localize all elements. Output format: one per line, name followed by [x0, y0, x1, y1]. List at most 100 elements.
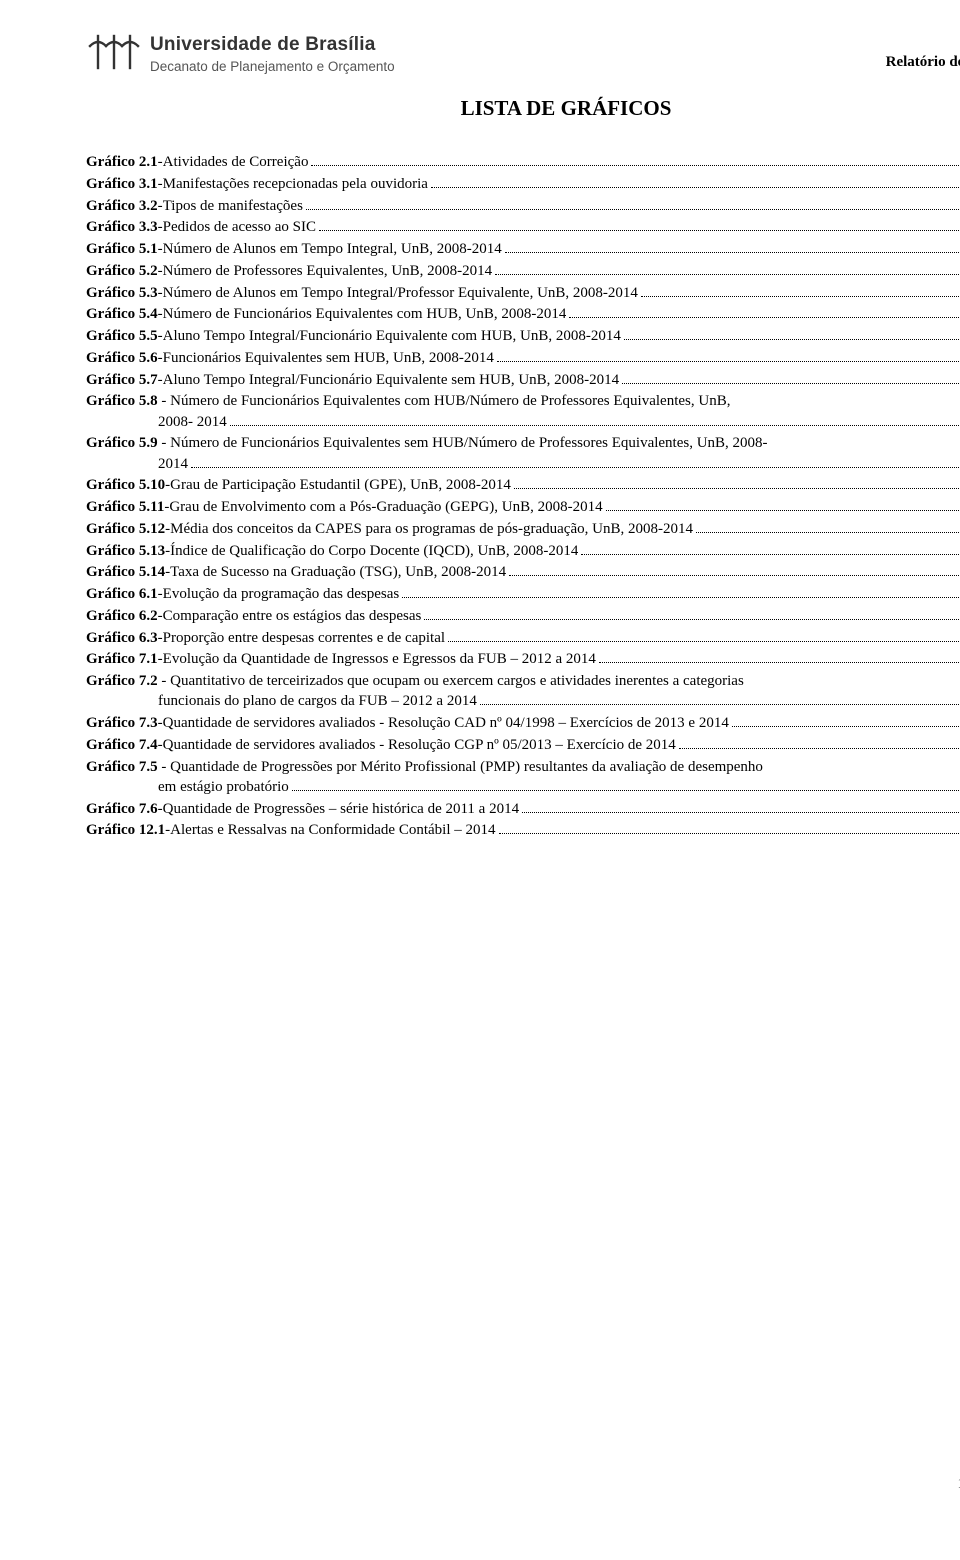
- toc-leader-dots: [732, 714, 960, 728]
- toc-entry-label: Gráfico 3.2: [86, 196, 158, 216]
- toc-entry-label: Gráfico 7.4: [86, 735, 158, 755]
- toc-entry-desc: Índice de Qualificação do Corpo Docente …: [170, 541, 578, 561]
- toc-entry-desc: Quantidade de servidores avaliados - Res…: [163, 713, 729, 733]
- toc-entry-label: Gráfico 7.1: [86, 649, 158, 669]
- toc-entry-desc: Alertas e Ressalvas na Conformidade Cont…: [170, 820, 495, 840]
- toc-entry-desc: Número de Funcionários Equivalentes com …: [163, 304, 567, 324]
- toc-entry-label: Gráfico 7.5: [86, 759, 158, 775]
- page: Universidade de Brasília Decanato de Pla…: [86, 32, 960, 1520]
- toc-leader-dots: [495, 261, 960, 275]
- toc-leader-dots: [191, 454, 960, 468]
- toc-leader-dots: [599, 650, 960, 664]
- toc-entry-label: Gráfico 5.9: [86, 435, 158, 451]
- university-logo-icon: [86, 32, 142, 72]
- toc-entry-desc: Manifestações recepcionadas pela ouvidor…: [163, 174, 428, 194]
- toc-entry-label: Gráfico 5.1: [86, 239, 158, 259]
- toc-entry-label: Gráfico 5.4: [86, 304, 158, 324]
- toc-leader-dots: [431, 174, 960, 188]
- toc-entry-desc: Grau de Participação Estudantil (GPE), U…: [170, 475, 511, 495]
- toc-entry: Gráfico 5.9 - Número de Funcionários Equ…: [86, 433, 960, 474]
- toc-entry: Gráfico 5.14 - Taxa de Sucesso na Gradua…: [86, 562, 960, 582]
- toc-entry-desc: Número de Alunos em Tempo Integral/Profe…: [163, 283, 638, 303]
- page-title: LISTA DE GRÁFICOS: [86, 94, 960, 122]
- toc-entry-desc: Número de Alunos em Tempo Integral, UnB,…: [163, 239, 502, 259]
- toc-entry-label: Gráfico 5.11: [86, 497, 164, 517]
- toc-entry-desc: Taxa de Sucesso na Graduação (TSG), UnB,…: [170, 562, 506, 582]
- toc-leader-dots: [319, 218, 960, 232]
- toc-entry-desc: Número de Professores Equivalentes, UnB,…: [163, 261, 493, 281]
- toc-entry-desc-cont: em estágio probatório: [158, 777, 289, 797]
- toc-leader-dots: [514, 476, 960, 490]
- toc-entry: Gráfico 7.1 - Evolução da Quantidade de …: [86, 649, 960, 669]
- toc-entry: Gráfico 7.5 - Quantidade de Progressões …: [86, 757, 960, 798]
- toc-entry: Gráfico 7.3 - Quantidade de servidores a…: [86, 713, 960, 733]
- toc-leader-dots: [230, 412, 960, 426]
- toc-entry-desc: Atividades de Correição: [163, 152, 309, 172]
- toc-leader-dots: [606, 498, 960, 512]
- toc-entry-desc: Quantitativo de terceirizados que ocupam…: [170, 673, 744, 689]
- toc-entry-desc: Aluno Tempo Integral/Funcionário Equival…: [163, 370, 620, 390]
- toc-entry-desc: Quantidade de Progressões por Mérito Pro…: [170, 759, 763, 775]
- toc-entry-desc: Funcionários Equivalentes sem HUB, UnB, …: [163, 348, 494, 368]
- toc-entry: Gráfico 5.3 - Número de Alunos em Tempo …: [86, 283, 960, 303]
- toc-entry: Gráfico 12.1 - Alertas e Ressalvas na Co…: [86, 820, 960, 840]
- toc-entry: Gráfico 7.6 - Quantidade de Progressões …: [86, 799, 960, 819]
- toc-entry-desc-cont: 2008- 2014: [158, 412, 227, 432]
- toc-entry: Gráfico 5.7 - Aluno Tempo Integral/Funci…: [86, 370, 960, 390]
- toc-entry-separator: -: [158, 759, 171, 775]
- toc-leader-dots: [624, 327, 960, 341]
- toc-leader-dots: [505, 240, 960, 254]
- toc-entry-desc: Número de Funcionários Equivalentes com …: [170, 393, 730, 409]
- toc-entry-desc: Aluno Tempo Integral/Funcionário Equival…: [163, 326, 621, 346]
- toc-entry-desc: Evolução da Quantidade de Ingressos e Eg…: [163, 649, 596, 669]
- toc-entry-label: Gráfico 6.2: [86, 606, 158, 626]
- toc-entry: Gráfico 3.2 - Tipos de manifestações44: [86, 196, 960, 216]
- toc-entry: Gráfico 5.13 - Índice de Qualificação do…: [86, 541, 960, 561]
- toc-leader-dots: [679, 735, 960, 749]
- toc-entry: Gráfico 5.1 - Número de Alunos em Tempo …: [86, 239, 960, 259]
- toc-entry: Gráfico 5.2 - Número de Professores Equi…: [86, 261, 960, 281]
- toc-leader-dots: [424, 606, 960, 620]
- toc-leader-dots: [292, 777, 960, 791]
- toc-entry-label: Gráfico 5.3: [86, 283, 158, 303]
- toc-entry-label: Gráfico 5.6: [86, 348, 158, 368]
- toc-entry: Gráfico 5.4 - Número de Funcionários Equ…: [86, 304, 960, 324]
- toc-entry-label: Gráfico 5.5: [86, 326, 158, 346]
- toc-entry-separator: -: [158, 393, 171, 409]
- toc-entry-label: Gráfico 5.2: [86, 261, 158, 281]
- toc-entry-separator: -: [158, 673, 171, 689]
- toc-entry-label: Gráfico 5.10: [86, 475, 165, 495]
- toc-entry: Gráfico 3.1 - Manifestações recepcionada…: [86, 174, 960, 194]
- toc-entry-desc: Pedidos de acesso ao SIC: [163, 217, 316, 237]
- toc-leader-dots: [509, 563, 960, 577]
- toc-entry: Gráfico 7.2 - Quantitativo de terceiriza…: [86, 671, 960, 712]
- toc-entry: Gráfico 6.3 - Proporção entre despesas c…: [86, 628, 960, 648]
- toc-entry-separator: -: [158, 435, 171, 451]
- toc-leader-dots: [402, 585, 960, 599]
- toc-entry-desc: Número de Funcionários Equivalentes sem …: [170, 435, 767, 451]
- toc-entry-label: Gráfico 6.1: [86, 584, 158, 604]
- toc-entry: Gráfico 7.4 - Quantidade de servidores a…: [86, 735, 960, 755]
- toc-entry-label: Gráfico 6.3: [86, 628, 158, 648]
- page-header: Universidade de Brasília Decanato de Pla…: [86, 32, 960, 76]
- toc-entry-label: Gráfico 5.13: [86, 541, 165, 561]
- toc-entry: Gráfico 2.1 - Atividades de Correição40: [86, 152, 960, 172]
- toc-leader-dots: [696, 519, 960, 533]
- toc-leader-dots: [622, 370, 960, 384]
- header-text: Universidade de Brasília Decanato de Pla…: [150, 32, 395, 76]
- toc-entry-label: Gráfico 2.1: [86, 152, 158, 172]
- toc-entry-label: Gráfico 7.6: [86, 799, 158, 819]
- toc-entry: Gráfico 5.12 - Média dos conceitos da CA…: [86, 519, 960, 539]
- toc-entry-desc-cont: 2014: [158, 454, 188, 474]
- toc-entry-label: Gráfico 5.12: [86, 519, 165, 539]
- toc-leader-dots: [641, 283, 960, 297]
- toc-leader-dots: [499, 821, 960, 835]
- report-title: Relatório de Gestão 2014: [886, 32, 960, 72]
- toc-leader-dots: [522, 799, 960, 813]
- department-name: Decanato de Planejamento e Orçamento: [150, 58, 395, 76]
- toc-entry: Gráfico 5.8 - Número de Funcionários Equ…: [86, 391, 960, 432]
- toc-leader-dots: [497, 348, 960, 362]
- toc-entry-desc: Tipos de manifestações: [163, 196, 303, 216]
- toc-entry-label: Gráfico 5.7: [86, 370, 158, 390]
- toc-entry: Gráfico 5.10 - Grau de Participação Estu…: [86, 475, 960, 495]
